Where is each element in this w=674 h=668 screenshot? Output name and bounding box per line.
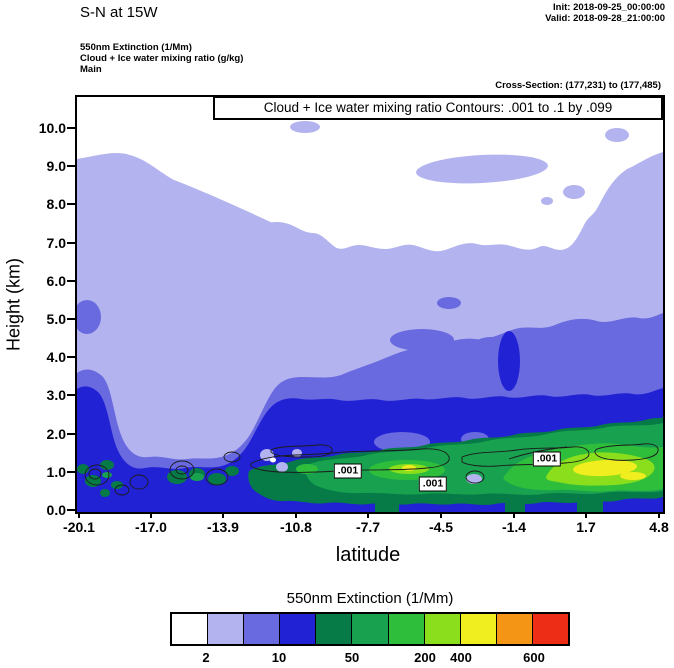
x-tick-mark [658, 510, 660, 518]
colorbar-segment [531, 614, 569, 644]
x-axis-title: latitude [335, 544, 401, 566]
field-description-block: 550nm Extinction (1/Mm) Cloud + Ice wate… [80, 42, 243, 75]
x-tick-label: -17.0 [135, 519, 167, 535]
fill-contours [77, 97, 663, 512]
x-tick-mark [440, 510, 442, 518]
x-tick-label: 4.8 [649, 519, 669, 535]
y-tick-label: 3.0 [46, 387, 66, 403]
colorbar-title: 550nm Extinction (1/Mm) [286, 590, 454, 607]
colorbar-segment [279, 614, 316, 644]
extinction-contour-svg [77, 97, 663, 512]
colorbar-segment [351, 614, 388, 644]
cross-section-label: Cross-Section: (177,231) to (177,485) [495, 80, 661, 91]
colorbar-segment [423, 614, 460, 644]
contour-value-label: .001 [333, 463, 363, 479]
init-time: Init: 2018-09-25_00:00:00 [553, 2, 665, 13]
page-title: S-N at 15W [80, 4, 158, 21]
x-tick-label: 1.7 [576, 519, 596, 535]
x-tick-label: -7.7 [355, 519, 381, 535]
x-tick-label: -10.8 [280, 519, 312, 535]
x-tick-label: -20.1 [63, 519, 95, 535]
y-tick-mark [67, 127, 75, 129]
field-line-1: 550nm Extinction (1/Mm) [80, 42, 192, 53]
y-tick-label: 6.0 [46, 273, 66, 289]
y-tick-mark [67, 165, 75, 167]
colorbar-tick-label: 200 [414, 650, 436, 665]
x-tick-mark [585, 510, 587, 518]
y-tick-label: 10.0 [38, 120, 66, 136]
colorbar-segment [315, 614, 352, 644]
y-axis-title: Height (km) [3, 258, 24, 352]
x-tick-mark [150, 510, 152, 518]
x-tick-label: -13.9 [207, 519, 239, 535]
y-tick-mark [67, 203, 75, 205]
x-tick-mark [513, 510, 515, 518]
y-tick-label: 8.0 [46, 196, 66, 212]
run-time-block: Init: 2018-09-25_00:00:00 Valid: 2018-09… [545, 2, 665, 24]
contour-value-label: .001 [418, 476, 448, 492]
colorbar-tick-label: 400 [450, 650, 472, 665]
y-tick-mark [67, 318, 75, 320]
y-tick-label: 0.0 [46, 502, 66, 518]
plot-area: Cloud + Ice water mixing ratio Contours:… [75, 95, 665, 514]
x-tick-mark [222, 510, 224, 518]
contour-info-banner: Cloud + Ice water mixing ratio Contours:… [213, 97, 663, 120]
colorbar-segment [172, 614, 208, 644]
colorbar-tick-label: 50 [344, 650, 360, 665]
colorbar-swatches [170, 612, 570, 646]
y-tick-label: 2.0 [46, 426, 66, 442]
valid-time: Valid: 2018-09-28_21:00:00 [545, 13, 665, 24]
field-line-2: Cloud + Ice water mixing ratio (g/kg) [80, 53, 244, 64]
x-tick-label: -4.5 [428, 519, 454, 535]
x-tick-mark [367, 510, 369, 518]
cloud-contour-lines [84, 443, 659, 496]
y-tick-label: 9.0 [46, 158, 66, 174]
colorbar-tick-label: 600 [523, 650, 545, 665]
colorbar-segment [495, 614, 532, 644]
y-tick-label: 4.0 [46, 349, 66, 365]
x-tick-mark [295, 510, 297, 518]
y-tick-mark [67, 356, 75, 358]
colorbar-segment [387, 614, 424, 644]
colorbar-segment [207, 614, 244, 644]
y-tick-label: 7.0 [46, 235, 66, 251]
colorbar-tick-label: 10 [271, 650, 287, 665]
x-tick-mark [78, 510, 80, 518]
y-tick-mark [67, 280, 75, 282]
y-tick-mark [67, 471, 75, 473]
y-tick-mark [67, 433, 75, 435]
x-tick-label: -1.4 [501, 519, 527, 535]
colorbar-segment [459, 614, 496, 644]
field-line-3: Main [80, 64, 102, 75]
y-tick-mark [67, 242, 75, 244]
y-tick-label: 1.0 [46, 464, 66, 480]
contour-value-label: .001 [532, 451, 562, 467]
y-tick-label: 5.0 [46, 311, 66, 327]
colorbar-tick-label: 2 [202, 650, 210, 665]
y-tick-mark [67, 509, 75, 511]
y-tick-mark [67, 394, 75, 396]
colorbar-segment [243, 614, 280, 644]
